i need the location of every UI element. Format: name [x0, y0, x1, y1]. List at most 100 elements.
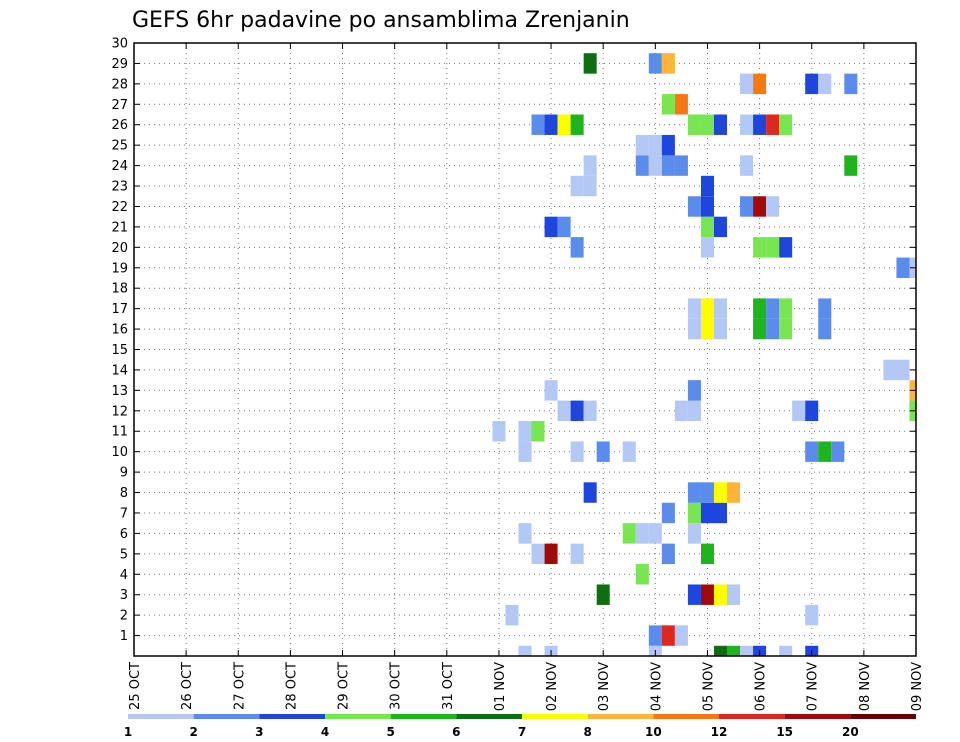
precip-cell — [635, 155, 649, 176]
precip-cell — [753, 114, 767, 135]
y-tick-label: 8 — [120, 486, 128, 501]
precip-cell — [713, 298, 728, 319]
precip-cell — [583, 53, 597, 74]
precip-cell — [700, 584, 714, 605]
precip-cell — [583, 155, 597, 176]
precip-cell — [661, 53, 675, 74]
precip-cell — [622, 523, 636, 544]
y-tick-label: 25 — [111, 139, 128, 154]
y-tick-label: 4 — [120, 568, 128, 583]
precip-cell — [596, 441, 610, 462]
colorbar: 1 2 3 4 5 6 7 8 10 12 15 20 — [124, 714, 916, 739]
x-tick-label: 02 NOV — [545, 662, 560, 711]
precip-cell — [622, 441, 636, 462]
x-axis-ticks: 25 OCT 26 OCT 27 OCT 28 OCT 29 OCT 30 OCT 31 O… — [128, 43, 925, 711]
precip-cell — [713, 482, 728, 503]
precip-cell — [661, 502, 675, 524]
precip-cell — [740, 645, 754, 656]
precip-cell — [700, 318, 714, 340]
x-tick-label: 27 OCT — [232, 662, 247, 710]
colorbar-label: 15 — [776, 725, 793, 739]
x-tick-label: 04 NOV — [649, 662, 664, 711]
precip-cell — [792, 400, 806, 422]
y-tick-label: 23 — [111, 180, 128, 195]
precip-cell — [687, 482, 701, 503]
precip-cell — [818, 318, 832, 340]
y-tick-label: 11 — [111, 425, 128, 440]
precip-cell — [505, 604, 519, 626]
precip-cell — [713, 216, 728, 238]
precip-cell — [583, 400, 597, 422]
precip-cell — [740, 114, 754, 135]
precip-cell — [779, 318, 793, 340]
precip-cell — [700, 216, 714, 238]
y-tick-label: 21 — [111, 220, 128, 235]
precip-cell — [727, 584, 741, 605]
precip-cell — [596, 584, 610, 605]
precip-cell — [779, 645, 793, 656]
precip-cell — [635, 523, 649, 544]
grid-lines — [134, 42, 916, 656]
precip-cell — [740, 196, 754, 217]
precip-cell — [583, 482, 597, 503]
precip-cell — [518, 523, 532, 544]
precip-cell — [831, 441, 845, 462]
precip-cell — [557, 400, 571, 422]
colorbar-label: 12 — [711, 725, 728, 739]
y-tick-label: 10 — [111, 445, 128, 460]
colorbar-label: 5 — [386, 725, 394, 739]
colorbar-label: 20 — [842, 725, 859, 739]
y-tick-label: 19 — [111, 261, 128, 276]
precip-cell — [700, 482, 714, 503]
colorbar-swatch — [719, 714, 785, 719]
precip-cell — [753, 318, 767, 340]
colorbar-swatch — [653, 714, 719, 719]
precip-cell — [753, 298, 767, 319]
precip-cell — [818, 441, 832, 462]
precip-cell — [544, 380, 558, 401]
precip-cell — [818, 73, 832, 95]
precip-cell — [531, 114, 545, 135]
precip-cell — [713, 645, 728, 656]
precip-cell — [687, 584, 701, 605]
precip-cell — [713, 584, 728, 605]
y-tick-label: 18 — [111, 282, 128, 297]
precip-cell — [727, 482, 741, 503]
colorbar-label: 10 — [645, 725, 662, 739]
y-tick-label: 29 — [111, 57, 128, 72]
precip-cell — [557, 114, 571, 135]
precip-cell — [661, 625, 675, 646]
precip-cell — [700, 114, 714, 135]
precip-cell — [570, 114, 584, 135]
y-axis-ticks: 1234567891011121314151617181920212223242… — [111, 37, 916, 644]
y-tick-label: 13 — [111, 384, 128, 399]
precip-cell — [635, 564, 649, 585]
precip-cell — [661, 155, 675, 176]
x-tick-label: 31 OCT — [441, 662, 456, 710]
x-tick-label: 01 NOV — [493, 662, 508, 711]
precip-cell — [779, 237, 793, 258]
x-tick-label: 08 NOV — [858, 662, 873, 711]
precip-cell — [687, 318, 701, 340]
precip-cell — [687, 502, 701, 524]
precip-cell — [648, 523, 662, 544]
precip-cell — [896, 257, 910, 278]
colorbar-swatch — [456, 714, 522, 719]
precip-cell — [740, 73, 754, 95]
precip-cell — [805, 400, 819, 422]
precip-cell — [766, 196, 780, 217]
precip-cell — [570, 237, 584, 258]
precip-cell — [700, 298, 714, 319]
precip-cell — [648, 155, 662, 176]
precip-cell — [700, 196, 714, 217]
precip-cell — [518, 645, 532, 656]
precip-cell — [492, 421, 506, 442]
colorbar-swatch — [325, 714, 391, 719]
precip-cell — [648, 625, 662, 646]
x-tick-label: 05 NOV — [701, 662, 716, 711]
y-tick-label: 24 — [111, 159, 128, 174]
precip-cell — [648, 134, 662, 156]
precip-cell — [713, 114, 728, 135]
colorbar-swatch — [784, 714, 851, 719]
